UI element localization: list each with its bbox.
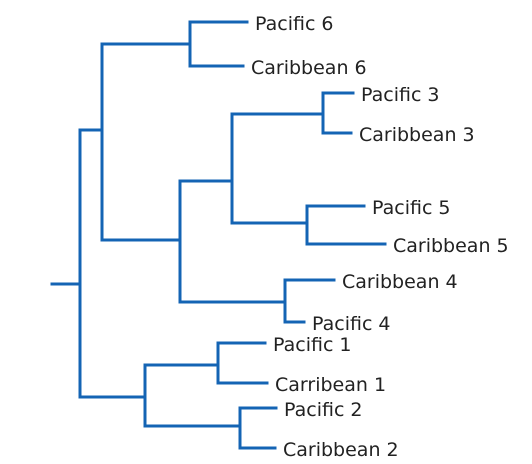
leaf-label-caribbean-5: Caribbean 5 <box>393 235 509 257</box>
leaf-label-pacific-5: Pacific 5 <box>372 197 451 219</box>
leaf-label-pacific-1: Pacific 1 <box>273 334 352 356</box>
leaf-label-caribbean-2: Caribbean 2 <box>283 439 399 461</box>
leaf-labels: Pacific 6 Caribbean 6 Pacific 3 Caribbea… <box>251 13 509 461</box>
leaf-label-carribean-1: Carribean 1 <box>275 374 386 396</box>
leaf-label-pacific-6: Pacific 6 <box>255 13 334 35</box>
leaf-label-pacific-3: Pacific 3 <box>361 84 440 106</box>
leaf-label-caribbean-3: Caribbean 3 <box>359 124 475 146</box>
tree-branches <box>50 20 387 450</box>
leaf-label-pacific-4: Pacific 4 <box>312 313 391 335</box>
leaf-label-caribbean-6: Caribbean 6 <box>251 57 367 79</box>
leaf-label-caribbean-4: Caribbean 4 <box>342 271 458 293</box>
leaf-label-pacific-2: Pacific 2 <box>284 399 363 421</box>
